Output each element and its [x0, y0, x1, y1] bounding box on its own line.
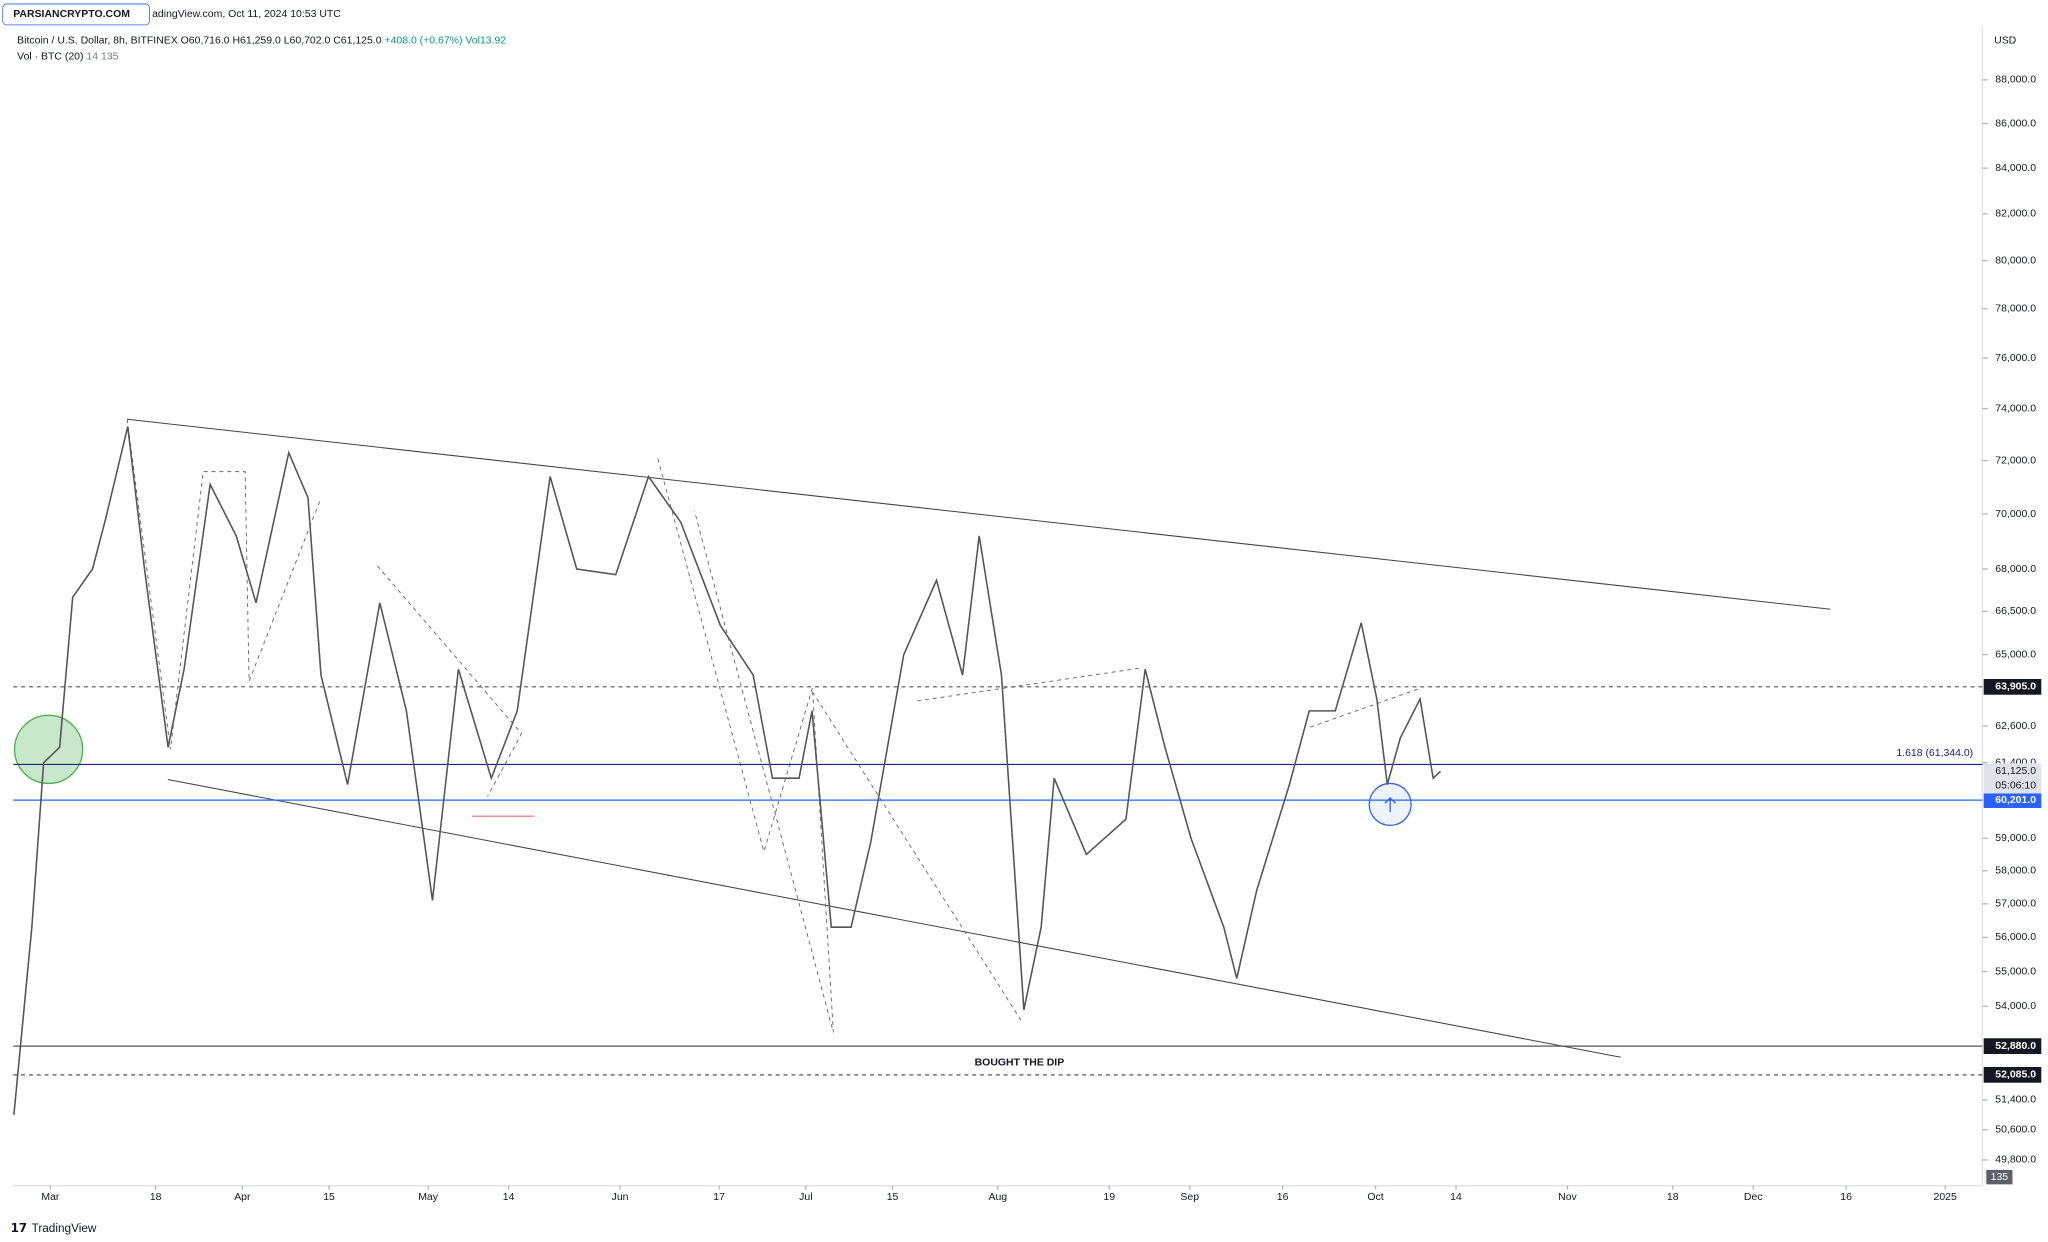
watermark: PARSIANCRYPTO.COM [13, 9, 130, 20]
price-label: 60,201.0 [1995, 795, 2036, 806]
x-tick-label: Jun [612, 1192, 629, 1203]
x-tick-label: 19 [1103, 1192, 1115, 1203]
x-tick-label: May [418, 1192, 439, 1203]
x-tick-label: Jul [799, 1192, 812, 1203]
y-tick-label: 58,000.0 [1995, 866, 2036, 877]
volume-legend: Vol · BTC (20) 14 135 [17, 51, 118, 62]
y-tick-label: 62,600.0 [1995, 721, 2036, 732]
y-tick-label: 78,000.0 [1995, 303, 2036, 314]
plot-area [13, 426, 1983, 1115]
zigzag [377, 565, 523, 797]
price-label-box [1983, 678, 2042, 695]
x-tick-label: Oct [1367, 1192, 1383, 1203]
x-tick-label: 16 [1840, 1192, 1852, 1203]
y-tick-label: 56,000.0 [1995, 932, 2036, 943]
volume-label-box [1986, 1169, 2013, 1185]
legend-item: C61,125.0 [333, 35, 381, 46]
watermark-box [2, 3, 150, 26]
y-tick-label: 68,000.0 [1995, 564, 2036, 575]
y-tick-label: 61,400.0 [1995, 757, 2036, 768]
x-tick-label: 16 [1277, 1192, 1289, 1203]
volume-label: 135 [1991, 1172, 2009, 1183]
x-tick-label: 15 [887, 1192, 899, 1203]
y-tick-label: 74,000.0 [1995, 403, 2036, 414]
x-tick-label: 15 [323, 1192, 335, 1203]
header: adingView.com, Oct 11, 2024 10:53 UTC [152, 9, 341, 20]
footer: TradingView [32, 1222, 97, 1235]
y-tick-label: 84,000.0 [1995, 163, 2036, 174]
price-label-box [1983, 1066, 2042, 1083]
legend-item: 135 [101, 51, 119, 62]
price-label-box [1983, 792, 2042, 808]
countdown: 05:06:10 [1995, 780, 2036, 791]
y-tick-label: 55,000.0 [1995, 966, 2036, 977]
y-tick-label: 86,000.0 [1995, 118, 2036, 129]
price-label: 52,085.0 [1995, 1070, 2036, 1081]
price-line-series [13, 426, 1442, 1115]
y-tick-label: 76,000.0 [1995, 353, 2036, 364]
price-label-box [1983, 1038, 2042, 1054]
y-tick-label: 50,600.0 [1995, 1124, 2036, 1135]
zigzag [126, 419, 322, 750]
zigzag [812, 691, 1023, 1023]
y-tick-label: 54,000.0 [1995, 1001, 2036, 1012]
y-tick-label: 82,000.0 [1995, 209, 2036, 220]
last-price-box [1983, 763, 2042, 794]
legend-item: H61,259.0 [232, 35, 280, 46]
x-tick-label: 18 [1667, 1192, 1679, 1203]
price-label: 63,905.0 [1995, 682, 2036, 693]
y-tick-label: 49,800.0 [1995, 1155, 2036, 1166]
legend-item: L60,702.0 [284, 35, 331, 46]
trend-line [167, 779, 1621, 1058]
fib-label: 1.618 (61,344.0) [1896, 748, 1973, 759]
x-tick-label: Nov [1558, 1192, 1577, 1203]
legend-item: 14 [86, 51, 98, 62]
y-tick-label: 88,000.0 [1995, 75, 2036, 86]
x-tick-label: Apr [234, 1192, 251, 1203]
currency: USD [1994, 35, 2017, 46]
annotation: BOUGHT THE DIP [975, 1057, 1065, 1068]
legend-item: Bitcoin / U.S. Dollar, 8h, BITFINEX [17, 35, 178, 46]
highlight-circle [13, 714, 84, 785]
legend: Bitcoin / U.S. Dollar, 8h, BITFINEX O60,… [17, 35, 506, 46]
zigzag [917, 667, 1141, 702]
legend-item: Vol13.92 [465, 35, 506, 46]
legend-item: +408.0 (+0.67%) [384, 35, 462, 46]
y-tick-label: 57,000.0 [1995, 899, 2036, 910]
y-tick-label: 80,000.0 [1995, 255, 2036, 266]
legend-item: O60,716.0 [181, 35, 230, 46]
x-tick-label: Aug [988, 1192, 1007, 1203]
y-tick-label: 72,000.0 [1995, 455, 2036, 466]
y-tick-label: 59,000.0 [1995, 833, 2036, 844]
x-tick-label: Mar [41, 1192, 60, 1203]
x-tick-label: 2025 [1934, 1192, 1957, 1203]
x-tick-label: 14 [503, 1192, 515, 1203]
x-tick-label: 18 [150, 1192, 162, 1203]
y-tick-label: 70,000.0 [1995, 509, 2036, 520]
last-price-label: 61,125.0 [1995, 766, 2036, 777]
x-tick-label: Sep [1180, 1192, 1199, 1203]
x-tick-label: Dec [1744, 1192, 1763, 1203]
legend-item: Vol · BTC (20) [17, 51, 83, 62]
y-tick-label: 51,400.0 [1995, 1095, 2036, 1106]
x-tick-label: 17 [713, 1192, 725, 1203]
trend-line [127, 418, 1831, 610]
y-tick-label: 66,500.0 [1995, 606, 2036, 617]
zigzag [657, 458, 834, 1033]
x-tick-label: 14 [1450, 1192, 1462, 1203]
footer-logo: 𝟭𝟳 [11, 1222, 27, 1235]
price-label: 52,880.0 [1995, 1041, 2036, 1052]
y-tick-label: 65,000.0 [1995, 649, 2036, 660]
